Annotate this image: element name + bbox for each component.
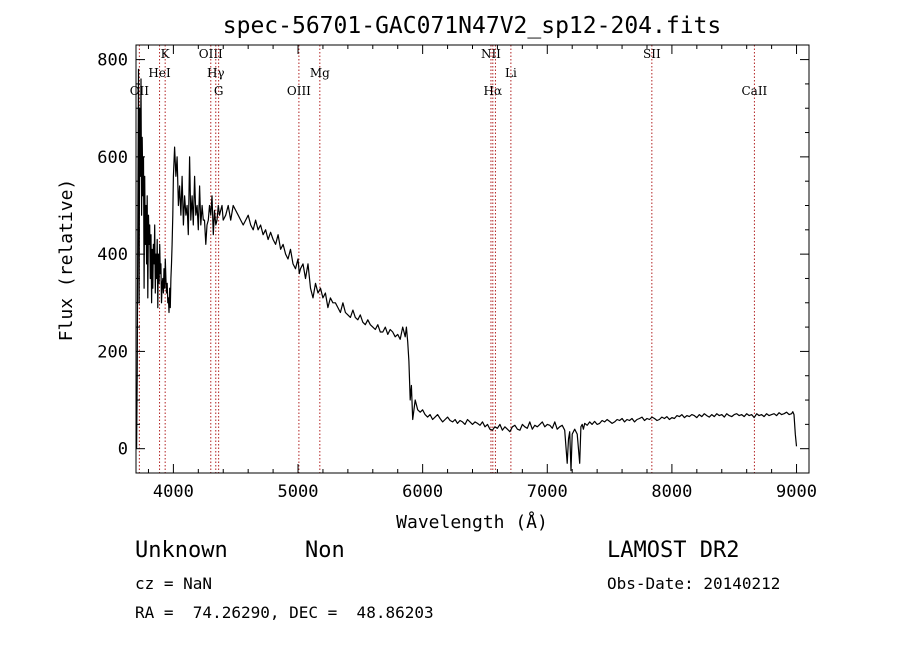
x-tick-label: 7000: [527, 482, 568, 502]
spectrum-series: [136, 68, 798, 472]
spectrum-line: [136, 68, 798, 472]
y-tick-label: 200: [97, 342, 128, 362]
y-tick-label: 400: [97, 245, 128, 265]
observation-date: Obs-Date: 20140212: [607, 574, 781, 593]
x-tick-label: 5000: [278, 482, 319, 502]
x-axis-title: Wavelength (Å): [396, 511, 548, 533]
spectral-line-label: Li: [505, 66, 517, 80]
y-tick-label: 800: [97, 51, 128, 71]
x-tick-label: 6000: [402, 482, 443, 502]
spectral-line-label: Hγ: [207, 66, 225, 80]
spectral-line-label: OII: [130, 84, 150, 98]
spectral-line-label: HeI: [148, 66, 171, 80]
x-tick-label: 8000: [651, 482, 692, 502]
spectrum-chart: spec-56701-GAC071N47V2_sp12-204.fits OII…: [56, 13, 817, 533]
spectral-line-label: OIII: [199, 47, 223, 61]
x-tick-label: 9000: [776, 482, 817, 502]
redshift-value: cz = NaN: [135, 574, 213, 593]
plot-frame: [135, 44, 810, 474]
spectral-line-label: CaII: [741, 84, 767, 98]
spectral-line-label: NII: [481, 47, 501, 61]
y-axis: 0 200 400 600 800: [97, 51, 809, 460]
survey-name: LAMOST DR2: [607, 538, 740, 563]
sky-coordinates: RA = 74.26290, DEC = 48.86203: [135, 603, 434, 622]
y-axis-title: Flux (relative): [56, 179, 77, 342]
x-axis: 4000 5000 6000 7000 8000 9000: [147, 45, 817, 502]
spectral-line-label: OIII: [287, 84, 311, 98]
spectral-class: Unknown: [135, 538, 228, 563]
y-tick-label: 600: [97, 148, 128, 168]
spectral-subclass: Non: [305, 538, 345, 563]
spectral-line-label: K: [161, 47, 171, 61]
chart-title: spec-56701-GAC071N47V2_sp12-204.fits: [223, 13, 722, 39]
spectral-line-label: G: [214, 84, 224, 98]
spectral-line-label: SII: [643, 47, 661, 61]
y-tick-label: 0: [118, 440, 128, 460]
x-tick-label: 4000: [153, 482, 194, 502]
spectral-line-label: Hα: [484, 84, 503, 98]
spectral-line-label: Mg: [310, 66, 330, 80]
